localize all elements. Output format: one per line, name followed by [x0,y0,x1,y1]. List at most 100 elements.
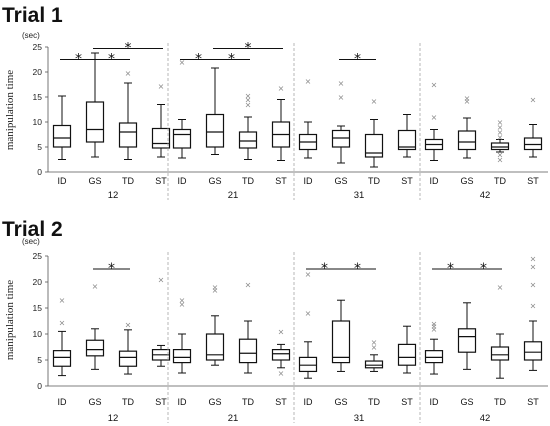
y-tick-label: 25 [33,42,43,52]
category-label: GS [460,176,473,186]
outlier-mark: × [530,255,537,264]
significance-star: * [125,41,132,57]
category-label: ID [58,176,68,186]
box-iqr [151,127,171,149]
category-label: ST [527,176,539,186]
box-iqr [457,328,477,353]
outlier-mark: × [245,96,252,105]
outlier-mark: × [497,128,504,137]
box-iqr [172,128,192,149]
outlier-mark: × [431,320,438,329]
category-label: TD [122,176,134,186]
y-tick-label: 15 [33,303,43,313]
category-label: ST [401,176,413,186]
outlier-mark: × [431,113,438,122]
outlier-mark: × [497,283,504,292]
outlier-mark: × [278,84,285,93]
category-label: ID [178,176,188,186]
box-iqr [118,122,138,148]
box-iqr [523,137,543,151]
category-label: ID [430,176,440,186]
outlier-mark: × [212,283,219,292]
outlier-mark: × [179,300,186,309]
significance-star: * [447,261,454,277]
y-tick-label: 15 [33,92,43,102]
outlier-mark: × [59,296,66,305]
outlier-mark: × [245,101,252,110]
outlier-mark: × [59,319,66,328]
category-label: ID [304,176,314,186]
group-label: 42 [480,413,491,424]
category-label: GS [334,397,347,407]
category-label: GS [88,176,101,186]
significance-star: * [195,52,202,68]
outlier-mark: × [158,82,165,91]
significance-star: * [245,41,252,57]
outlier-mark: × [530,96,537,105]
group-label: 21 [228,190,239,201]
significance-star: * [480,261,487,277]
box-iqr [205,333,225,361]
y-tick-label: 25 [33,251,43,261]
outlier-mark: × [305,270,312,279]
box-iqr [457,130,477,151]
y-axis-label: manipulation time [4,280,16,360]
category-label: TD [122,397,134,407]
outlier-mark: × [158,275,165,284]
outlier-mark: × [371,338,378,347]
category-label: ST [155,176,167,186]
group-label: 42 [480,190,491,201]
outlier-mark: × [212,286,219,295]
unit-label: (sec) [22,31,40,40]
panel-title: Trial 1 [2,4,63,27]
box-iqr [205,113,225,148]
box-iqr [52,350,72,367]
significance-star: * [321,261,328,277]
category-label: TD [242,397,254,407]
outlier-mark: × [530,262,537,271]
significance-star: * [354,52,361,68]
y-tick-label: 10 [33,329,43,339]
group-label: 12 [108,413,119,424]
outlier-mark: × [92,282,99,291]
outlier-mark: × [530,281,537,290]
outlier-mark: × [530,301,537,310]
outlier-mark: × [431,325,438,334]
category-label: ID [430,397,440,407]
outlier-mark: × [179,58,186,67]
outlier-mark: × [431,322,438,331]
outlier-mark: × [278,369,285,378]
category-label: TD [368,176,380,186]
category-label: ST [155,397,167,407]
group-label: 31 [354,190,365,201]
box-iqr [271,349,291,361]
box-iqr [85,339,105,357]
outlier-mark: × [497,118,504,127]
category-label: ID [304,397,314,407]
outlier-mark: × [371,343,378,352]
box-iqr [52,124,72,148]
outlier-mark: × [464,97,471,106]
box-iqr [238,338,258,364]
significance-star: * [354,261,361,277]
outlier-mark: × [497,133,504,142]
box-iqr [490,142,510,151]
box-iqr [523,341,543,361]
y-tick-label: 20 [33,277,43,287]
outlier-mark: × [245,281,252,290]
box-iqr [331,129,351,148]
outlier-mark: × [305,309,312,318]
box-iqr [331,320,351,364]
significance-star: * [228,52,235,68]
outlier-mark: × [278,327,285,336]
box-iqr [118,350,138,367]
y-tick-label: 5 [37,142,42,152]
panel-title: Trial 2 [2,218,63,241]
y-tick-label: 0 [37,167,42,177]
category-label: ST [275,397,287,407]
group-label: 31 [354,413,365,424]
box-iqr [424,350,444,364]
category-label: GS [88,397,101,407]
category-label: GS [208,397,221,407]
